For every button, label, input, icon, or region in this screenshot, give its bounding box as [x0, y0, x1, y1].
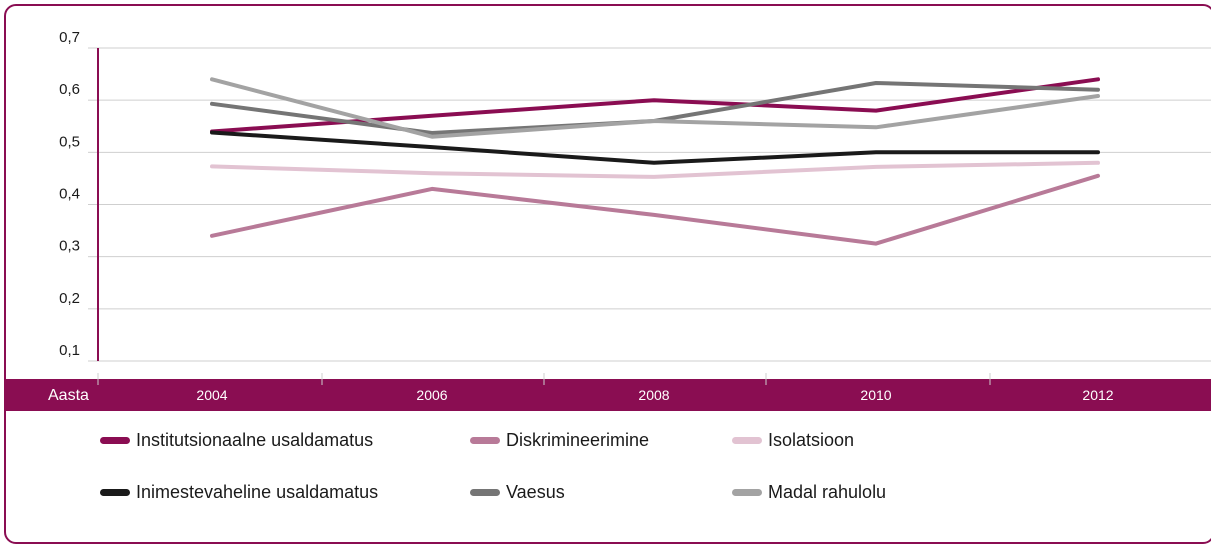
legend-swatch [732, 436, 762, 444]
x-axis: 2004 2006 2008 2010 2012 [97, 373, 1114, 403]
series-line-institutsionaalne-usaldamatus [210, 77, 1100, 134]
legend-item: Vaesus [470, 480, 565, 504]
legend-swatch [100, 488, 130, 496]
legend-swatch [732, 488, 762, 496]
x-tick-label: 2012 [1082, 387, 1113, 403]
x-axis-band [6, 379, 1211, 411]
legend-item: Madal rahulolu [732, 480, 886, 504]
y-tick-label: 0,2 [59, 290, 80, 307]
legend-swatch [470, 436, 500, 444]
x-tick-label: 2004 [196, 387, 227, 403]
y-tick-label: 0,7 [59, 29, 80, 46]
legend-label: Diskrimineerimine [506, 429, 650, 450]
series-line-inimestevaheline-usaldamatus [210, 130, 1100, 165]
legend-swatch [100, 436, 130, 444]
y-tick-label: 0,6 [59, 81, 80, 98]
x-axis-label: Aasta [48, 387, 89, 404]
series-lines [210, 77, 1100, 246]
legend-item: Isolatsioon [732, 428, 854, 452]
y-tick-label: 0,5 [59, 133, 80, 150]
legend-label: Institutsionaalne usaldamatus [136, 429, 374, 450]
y-axis: 0,1 0,2 0,3 0,4 0,5 0,6 0,7 [59, 29, 99, 362]
x-tick-label: 2008 [638, 387, 669, 403]
legend-label: Madal rahulolu [768, 481, 887, 502]
legend-swatch [470, 488, 500, 496]
y-tick-label: 0,1 [59, 342, 80, 359]
x-tick-label: 2006 [416, 387, 447, 403]
legend-item: Inimestevaheline usaldamatus [100, 480, 378, 504]
series-line-vaesus [210, 81, 1100, 135]
series-line-madal-rahulolu [210, 77, 1100, 139]
series-line-diskrimineerimine [210, 173, 1100, 246]
legend-item: Institutsionaalne usaldamatus [100, 428, 373, 452]
y-tick-label: 0,3 [59, 238, 80, 255]
legend-label: Vaesus [506, 481, 565, 502]
legend-item: Diskrimineerimine [470, 428, 649, 452]
gridlines [98, 47, 1211, 362]
y-tick-label: 0,4 [59, 186, 80, 203]
series-line-isolatsioon [210, 160, 1100, 179]
line-chart: Aasta 0,1 0,2 0,3 0,4 0,5 0,6 0,7 2004 2006 2008… [6, 29, 1211, 411]
x-tick-label: 2010 [860, 387, 891, 403]
legend-label: Inimestevaheline usaldamatus [136, 481, 379, 502]
legend-label: Isolatsioon [768, 429, 855, 450]
